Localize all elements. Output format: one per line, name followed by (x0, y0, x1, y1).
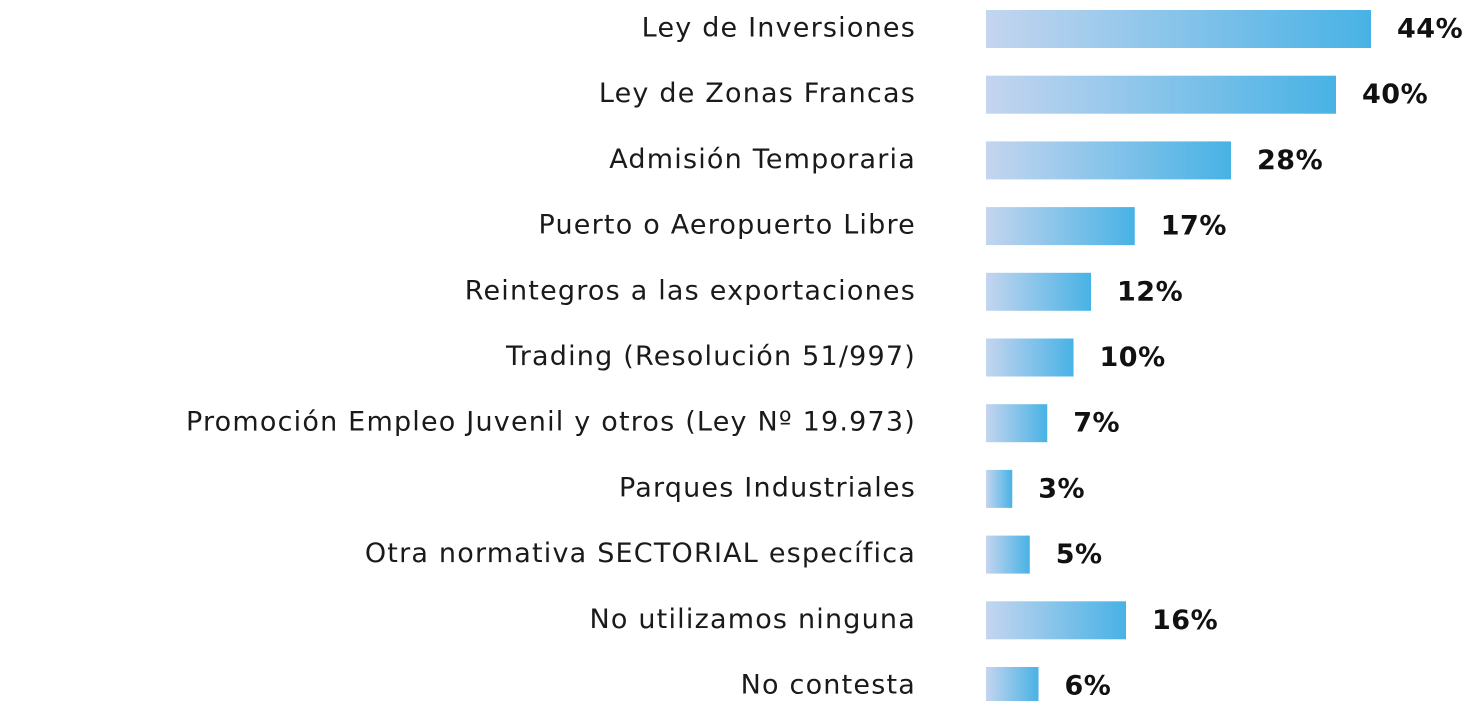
category-label: Puerto o Aeropuerto Libre (538, 210, 916, 241)
bar (986, 10, 1371, 48)
category-label: Admisión Temporaria (609, 144, 916, 175)
category-label: Ley de Zonas Francas (599, 78, 916, 109)
bar (986, 601, 1126, 640)
value-label: 10% (1100, 342, 1166, 373)
bar (986, 404, 1048, 443)
category-label: Promoción Empleo Juvenil y otros (Ley Nº… (186, 407, 916, 438)
value-label: 28% (1257, 145, 1323, 176)
bar (986, 535, 1030, 574)
category-label: Otra normativa SECTORIAL específica (365, 538, 916, 569)
bar (986, 75, 1336, 114)
value-label: 44% (1397, 14, 1463, 45)
bar (986, 469, 1013, 508)
category-label: Ley de Inversiones (642, 13, 916, 44)
bar (986, 667, 1039, 701)
value-label: 16% (1152, 605, 1218, 636)
bar (986, 141, 1231, 180)
category-label: No contesta (741, 670, 916, 701)
bar (986, 338, 1074, 377)
value-label: 6% (1065, 671, 1112, 701)
bar (986, 272, 1091, 311)
value-label: 17% (1161, 211, 1227, 242)
value-label: 5% (1056, 539, 1103, 570)
value-label: 3% (1038, 473, 1085, 504)
category-label: No utilizamos ninguna (589, 604, 916, 635)
value-label: 12% (1117, 276, 1183, 307)
bar (986, 207, 1135, 246)
value-label: 7% (1073, 408, 1120, 439)
value-label: 40% (1362, 79, 1428, 110)
category-label: Reintegros a las exportaciones (465, 275, 916, 306)
category-label: Trading (Resolución 51/997) (505, 341, 916, 372)
category-label: Parques Industriales (619, 472, 916, 503)
